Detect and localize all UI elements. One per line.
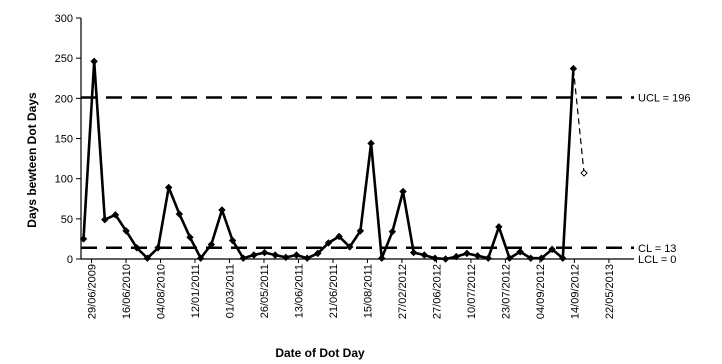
data-point <box>367 139 375 148</box>
data-point <box>324 239 333 247</box>
y-tick-label: 0 <box>67 254 73 266</box>
data-point <box>548 245 556 254</box>
data-point <box>218 206 226 214</box>
data-point <box>441 255 450 263</box>
series-lines <box>79 57 588 263</box>
data-point <box>175 210 184 218</box>
x-tick-label: 04/08/2010 <box>155 264 167 319</box>
data-point <box>484 254 492 262</box>
x-tick-label: 26/05/2011 <box>259 264 271 318</box>
x-tick-label: 22/05/2013 <box>604 264 616 319</box>
data-point <box>559 254 567 262</box>
x-tick-label: 27/06/2012 <box>431 264 443 319</box>
data-point <box>377 254 386 262</box>
data-point <box>431 254 439 262</box>
data-point <box>164 183 173 192</box>
x-tick-label: 12/01/2011 <box>190 264 202 318</box>
data-point <box>463 249 471 258</box>
x-tick-label: 04/09/2012 <box>535 264 547 319</box>
projected-data-point <box>580 169 588 177</box>
data-point <box>473 252 482 260</box>
data-point <box>228 236 237 245</box>
x-tick-label: 21/06/2011 <box>328 264 340 318</box>
x-tick-label: 16/06/2010 <box>121 264 133 319</box>
y-axis-title: Days bewteen Dot Days <box>25 92 39 228</box>
data-point <box>356 227 365 235</box>
y-tick-label: 150 <box>55 134 73 146</box>
y-axis: 0 50 100 150 200 250 300 <box>55 13 82 266</box>
data-point <box>388 227 397 236</box>
x-axis: 29/06/2009 16/06/2010 04/08/2010 12/01/2011… <box>81 258 634 319</box>
data-point <box>303 254 311 262</box>
y-tick-label: 200 <box>55 93 73 105</box>
data-point <box>101 215 109 224</box>
data-point <box>207 240 216 249</box>
y-tick-label: 300 <box>55 13 73 25</box>
data-point <box>516 248 524 256</box>
data-point <box>133 244 141 252</box>
data-point <box>409 248 418 257</box>
y-tick-label: 100 <box>55 174 73 186</box>
x-tick-label: 13/06/2011 <box>293 264 305 318</box>
control-line-label: LCL = 0 <box>638 254 676 266</box>
data-point <box>271 251 279 259</box>
x-tick-label: 27/02/2012 <box>397 264 409 319</box>
data-point <box>495 223 503 231</box>
x-tick-label: 01/03/2011 <box>224 264 236 318</box>
y-tick-label: 250 <box>55 53 73 65</box>
x-tick-label: 14/09/2012 <box>569 264 581 319</box>
x-axis-title: Date of Dot Day <box>275 346 365 360</box>
control-line-label: UCL = 196 <box>638 93 691 105</box>
x-tick-label: 29/06/2009 <box>87 264 99 319</box>
data-point <box>186 233 194 242</box>
data-point <box>420 251 429 259</box>
data-point <box>314 249 322 258</box>
data-point <box>399 187 407 196</box>
data-point <box>346 243 354 251</box>
y-tick-label: 50 <box>61 214 73 226</box>
projected-series-line <box>572 68 585 174</box>
x-tick-label: 23/07/2012 <box>500 264 512 319</box>
data-point <box>122 227 130 235</box>
control-line-label: CL = 13 <box>638 243 676 255</box>
x-tick-label: 10/07/2012 <box>466 264 478 319</box>
data-point <box>90 57 98 66</box>
data-point <box>292 251 301 259</box>
data-point <box>154 244 162 252</box>
data-point <box>143 254 152 262</box>
data-point <box>505 254 514 262</box>
data-point <box>282 253 290 262</box>
data-point <box>250 251 258 259</box>
data-point <box>79 235 88 243</box>
data-point <box>527 254 535 262</box>
data-point <box>537 254 546 262</box>
data-point <box>196 254 205 262</box>
data-point <box>452 252 460 261</box>
x-tick-label: 15/08/2011 <box>362 264 374 318</box>
data-point <box>239 254 247 262</box>
data-point <box>335 232 343 241</box>
data-point <box>260 248 269 257</box>
data-point <box>111 211 120 219</box>
